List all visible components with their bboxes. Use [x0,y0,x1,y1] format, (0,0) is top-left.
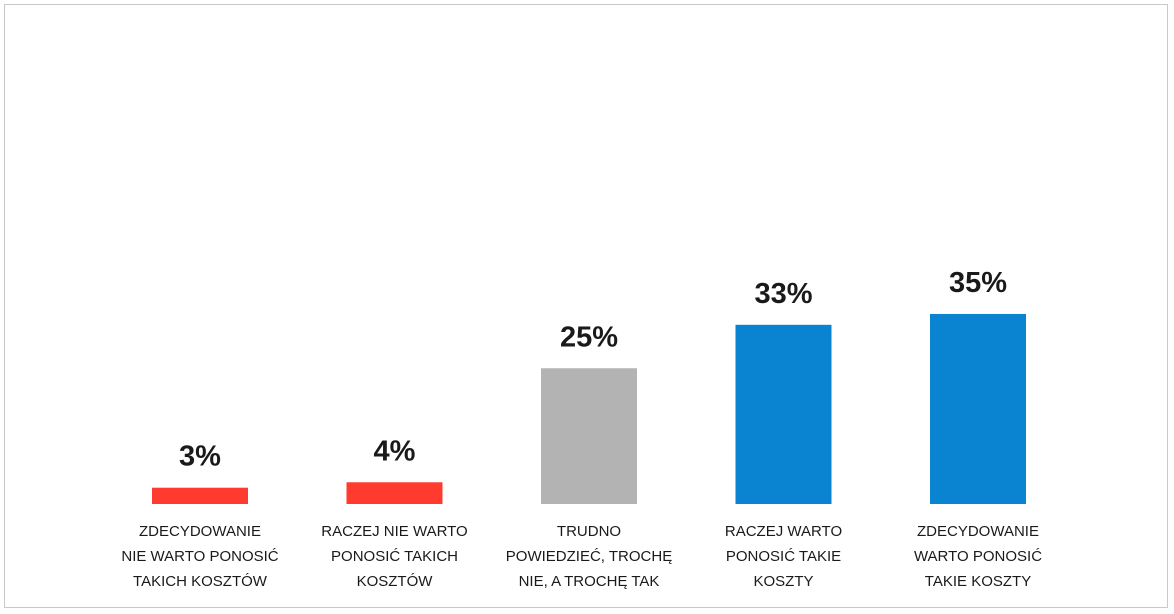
category-label-3: TRUDNO POWIEDZIEĆ, TROCHĘ NIE, A TROCHĘ TA… [506,523,672,590]
chart-frame [4,4,1168,608]
category-label-line: NIE, A TROCHĘ TAK [519,573,660,590]
data-label-3: 25% [560,321,618,353]
category-label-2: RACZEJ NIE WARTO PONOSIĆ TAKICH KOSZTÓW [321,523,467,590]
bar-3 [541,368,637,504]
category-label-4: RACZEJ WARTO PONOSIĆ TAKIE KOSZTY [725,523,842,590]
category-label-line: KOSZTÓW [357,573,434,590]
category-label-line: RACZEJ NIE WARTO [321,523,467,540]
category-label-line: POWIEDZIEĆ, TROCHĘ [506,548,672,565]
category-label-line: TAKICH KOSZTÓW [133,573,268,590]
bar-5 [930,313,1026,504]
category-label-line: WARTO PONOSIĆ [914,548,1042,565]
category-label-line: TRUDNO [557,523,621,540]
data-label-4: 33% [754,278,812,310]
category-label-line: PONOSIĆ TAKIE [726,548,841,565]
bar-4 [735,324,832,504]
category-label-line: RACZEJ WARTO [725,523,842,540]
bar-1 [152,487,248,504]
category-label-1: ZDECYDOWANIE NIE WARTO PONOSIĆ TAKICH KOSZ… [121,523,278,590]
bar-2 [346,482,443,504]
category-label-line: ZDECYDOWANIE [917,523,1039,540]
data-label-5: 35% [949,267,1007,299]
category-label-line: TAKIE KOSZTY [925,573,1031,590]
category-label-line: KOSZTY [753,573,813,590]
category-label-line: ZDECYDOWANIE [139,523,261,540]
category-label-line: PONOSIĆ TAKICH [331,548,458,565]
category-label-line: NIE WARTO PONOSIĆ [121,548,278,565]
category-label-5: ZDECYDOWANIE WARTO PONOSIĆ TAKIE KOSZTY [914,523,1042,590]
data-label-1: 3% [179,441,221,473]
data-label-2: 4% [374,435,416,467]
